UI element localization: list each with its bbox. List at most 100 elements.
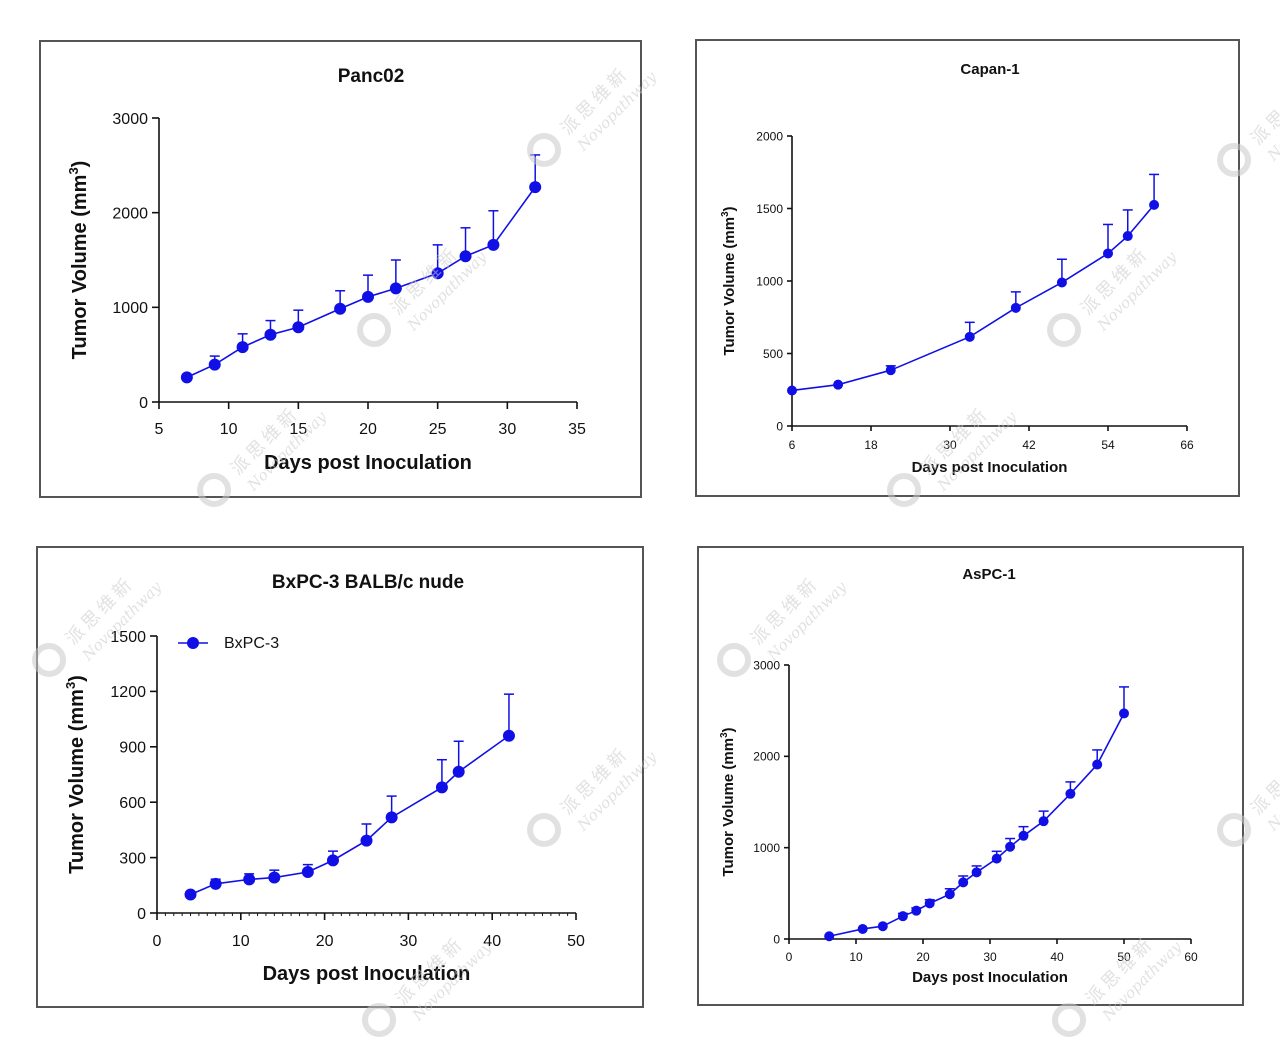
data-point: [180, 371, 193, 384]
data-point: [897, 911, 908, 922]
y-tick-label: 2000: [756, 129, 783, 143]
y-tick-label: 1000: [112, 300, 148, 317]
data-point: [459, 250, 472, 263]
x-tick-label: 6: [789, 438, 796, 452]
y-axis-label-superscript: 3: [63, 682, 78, 689]
x-axis-label: Days post Inoculation: [912, 969, 1068, 986]
y-tick-label: 1500: [110, 629, 146, 646]
data-point: [502, 729, 515, 742]
chart-title: Capan-1: [960, 61, 1019, 78]
x-tick-label: 50: [1117, 950, 1131, 964]
data-point: [1065, 788, 1076, 799]
x-tick-label: 10: [232, 933, 250, 950]
data-point: [1103, 248, 1113, 259]
data-point: [787, 385, 797, 396]
y-tick-label: 3000: [112, 111, 148, 128]
data-point: [1149, 199, 1160, 210]
y-tick-label: 600: [119, 795, 146, 812]
data-point: [911, 905, 922, 916]
chart-panc02: Panc02 0 1000 2000 3000 5 10 15 20 25 30 35 Days pos…: [66, 66, 586, 474]
x-tick-label: 30: [943, 438, 957, 452]
y-tick-label: 900: [119, 740, 146, 757]
x-tick-label: 20: [359, 421, 377, 438]
x-tick-label: 18: [864, 438, 878, 452]
series-line: [791, 204, 1155, 392]
x-tick-label: 15: [289, 421, 307, 438]
y-tick-label: 1500: [756, 202, 783, 216]
data-point: [1056, 277, 1067, 288]
data-point: [301, 866, 314, 879]
y-tick-label: 2000: [112, 205, 148, 222]
y-axis-label: Tumor Volume (mm3): [63, 675, 88, 874]
y-tick-label: 300: [119, 850, 146, 867]
data-point: [944, 889, 955, 900]
x-axis-label: Days post Inoculation: [263, 963, 471, 985]
chart-aspc1: AsPC-1 0 1000 2000 3000 0 10 20 30 40 50 60 Days pos…: [719, 566, 1198, 986]
data-point: [824, 931, 835, 942]
y-tick-label: 0: [137, 906, 146, 923]
y-tick-label: 1000: [753, 841, 780, 855]
x-tick-label: 42: [1022, 438, 1036, 452]
y-axis-label-superscript: 3: [66, 167, 81, 174]
data-point: [334, 302, 347, 315]
data-point: [1122, 231, 1133, 242]
data-point: [385, 811, 398, 824]
data-point: [958, 877, 969, 888]
data-point: [877, 921, 888, 932]
chart-title: AsPC-1: [962, 566, 1015, 583]
data-point: [431, 267, 444, 280]
x-tick-label: 50: [567, 933, 585, 950]
x-axis-label: Days post Inoculation: [264, 452, 472, 474]
data-point: [1092, 759, 1103, 770]
data-point: [435, 781, 448, 794]
y-axis-label-end: ): [721, 206, 738, 211]
legend-marker: [187, 637, 199, 649]
data-point: [857, 923, 868, 934]
chart-panel-panc02: Panc02 0 1000 2000 3000 5 10 15 20 25 30 35 Days pos…: [39, 40, 642, 498]
x-tick-label: 10: [220, 421, 238, 438]
data-point: [885, 365, 896, 376]
x-axis-label: Days post Inoculation: [912, 459, 1068, 476]
y-axis-label: Tumor Volume (mm3): [719, 727, 737, 876]
y-tick-label: 3000: [753, 658, 780, 672]
x-tick-label: 40: [483, 933, 501, 950]
data-point: [236, 341, 249, 354]
chart-title: Panc02: [338, 66, 405, 87]
chart-panel-capan1: Capan-1 0 500 1000 1500 2000 6 18 30 42 54 66 Days p…: [695, 39, 1240, 497]
y-axis-label-text: Tumor Volume (mm: [66, 689, 88, 874]
x-tick-label: 0: [153, 933, 162, 950]
y-axis-label: Tumor Volume (mm3): [66, 161, 91, 360]
x-tick-label: 66: [1180, 438, 1194, 452]
series-line: [829, 713, 1125, 938]
data-point: [1119, 708, 1129, 719]
data-point: [452, 765, 465, 778]
y-axis-label-end: ): [66, 675, 88, 682]
data-point: [1005, 841, 1016, 852]
x-tick-label: 20: [916, 950, 930, 964]
x-tick-label: 5: [155, 421, 164, 438]
data-point: [292, 321, 305, 334]
data-point: [360, 834, 373, 847]
chart-title: BxPC-3 BALB/c nude: [272, 572, 464, 593]
x-tick-label: 20: [316, 933, 334, 950]
y-axis-label-end: ): [720, 727, 737, 732]
data-point: [964, 331, 975, 342]
data-point: [971, 867, 982, 878]
y-tick-label: 0: [773, 932, 780, 946]
y-axis-label-text: Tumor Volume (mm: [720, 738, 737, 877]
data-point: [1038, 816, 1049, 827]
data-point: [1010, 302, 1021, 313]
x-tick-label: 0: [786, 950, 793, 964]
x-tick-label: 25: [429, 421, 447, 438]
data-point: [209, 877, 222, 890]
data-point: [264, 328, 277, 341]
x-tick-label: 30: [498, 421, 516, 438]
y-tick-label: 2000: [753, 750, 780, 764]
chart-panel-aspc1: AsPC-1 0 1000 2000 3000 0 10 20 30 40 50 60 Days pos…: [697, 546, 1244, 1006]
y-axis-label-text: Tumor Volume (mm: [69, 175, 91, 360]
data-point: [326, 854, 339, 867]
chart-capan1: Capan-1 0 500 1000 1500 2000 6 18 30 42 54 66 Days p…: [720, 61, 1194, 476]
x-tick-label: 30: [983, 950, 997, 964]
y-tick-label: 1200: [110, 684, 146, 701]
data-point: [1018, 830, 1029, 841]
